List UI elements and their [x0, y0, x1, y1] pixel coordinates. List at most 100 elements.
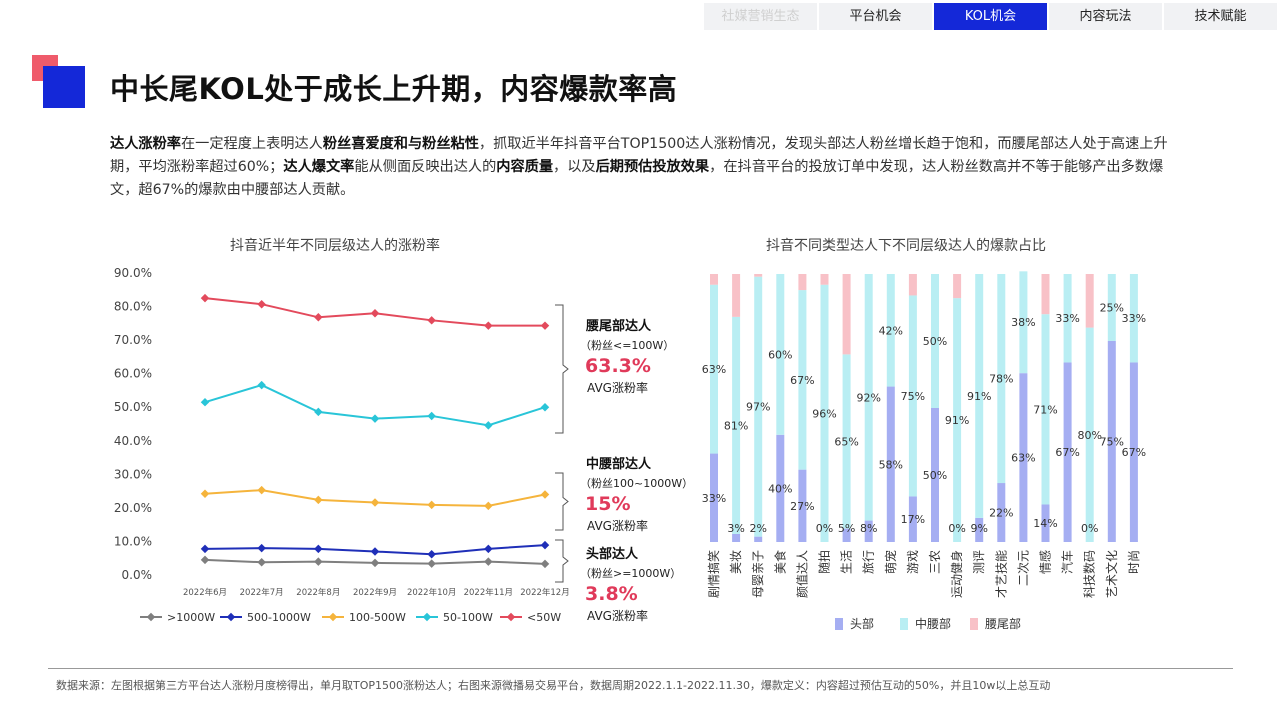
bar-segment-1: [710, 284, 718, 454]
intro-segment: 内容质量: [496, 159, 554, 175]
y-tick-label: 50.0%: [114, 400, 152, 414]
bar-segment-1: [953, 298, 962, 542]
bar-segment-1: [842, 354, 851, 529]
category-label: 才艺技能: [994, 550, 1008, 598]
intro-paragraph: 达人涨粉率在一定程度上表明达人粉丝喜爱度和与粉丝粘性，抓取近半年抖音平台TOP1…: [110, 133, 1185, 202]
data-label-mid: 33%: [1122, 312, 1146, 325]
data-point: [540, 490, 550, 499]
data-point: [427, 500, 436, 510]
tab-tech-empower[interactable]: 技术赋能: [1164, 3, 1277, 30]
bar-segment-2: [754, 274, 763, 277]
tab-kol-opportunity[interactable]: KOL机会: [934, 3, 1047, 30]
x-tick-label: 2022年6月: [183, 587, 227, 598]
data-label-head: 9%: [970, 522, 987, 535]
bar-segment-2: [798, 274, 807, 291]
bar-segment-1: [732, 316, 741, 534]
data-point: [314, 557, 323, 566]
category-label: 游戏: [906, 550, 920, 574]
data-point: [484, 557, 493, 566]
data-point: [540, 559, 550, 569]
y-tick-label: 30.0%: [114, 467, 152, 481]
category-label: 二次元: [1016, 550, 1030, 586]
data-point: [540, 321, 550, 330]
data-point: [540, 402, 550, 412]
legend-label: <50W: [527, 611, 561, 624]
data-label-mid: 33%: [1055, 312, 1079, 325]
data-point: [484, 321, 493, 330]
category-label: 测评: [972, 550, 986, 574]
bar-segment-0: [842, 528, 851, 542]
data-point: [370, 547, 380, 556]
category-label: 母婴亲子: [751, 550, 765, 598]
data-point: [200, 293, 210, 303]
tab-social-ecosystem[interactable]: 社媒营销生态: [704, 3, 817, 30]
tab-platform-opportunity[interactable]: 平台机会: [819, 3, 932, 30]
y-tick-label: 20.0%: [114, 501, 152, 515]
x-tick-label: 2022年12月: [520, 587, 569, 598]
legend-item: 腰尾部: [970, 616, 1021, 631]
data-label-head: 40%: [768, 482, 792, 495]
tab-content-play[interactable]: 内容玩法: [1049, 3, 1162, 30]
bar-segment-1: [798, 290, 807, 470]
bar-segment-1: [820, 284, 829, 542]
bar-segment-1: [931, 274, 939, 408]
data-label-mid: 91%: [945, 414, 969, 427]
data-label-head: 27%: [790, 500, 814, 513]
bracket: [555, 304, 569, 434]
data-point: [200, 397, 210, 407]
data-point: [370, 558, 380, 568]
bar-segment-1: [864, 274, 873, 521]
bar-segment-1: [908, 295, 917, 497]
data-point: [257, 380, 266, 390]
bar-chart-title: 抖音不同类型达人下不同层级达人的爆款占比: [766, 238, 1046, 254]
data-label-mid: 38%: [1011, 316, 1035, 329]
data-label-head: 17%: [901, 513, 925, 526]
data-label-head: 22%: [989, 507, 1013, 520]
y-tick-label: 0.0%: [122, 568, 153, 582]
data-label-mid: 65%: [834, 436, 858, 449]
intro-segment: ，以及: [553, 159, 596, 175]
y-tick-label: 70.0%: [114, 333, 152, 347]
data-point: [484, 501, 493, 511]
data-point: [257, 299, 266, 309]
data-point: [200, 555, 210, 565]
legend-label: 腰尾部: [985, 616, 1021, 631]
data-label-mid: 96%: [812, 407, 836, 420]
intro-segment: 在一定程度上表明达人: [180, 136, 323, 152]
category-label: 运动健身: [949, 550, 964, 598]
data-label-head: 0%: [948, 522, 965, 535]
deco-square-blue: [43, 66, 85, 108]
legend-swatch: [970, 618, 978, 630]
category-label: 随拍: [817, 550, 832, 574]
data-label-mid: 42%: [879, 324, 903, 337]
data-label-head: 0%: [1081, 522, 1098, 535]
data-point: [257, 558, 266, 567]
category-label: 萌宠: [883, 550, 898, 574]
data-label-head: 2%: [749, 522, 766, 535]
category-label: 科技数码: [1082, 550, 1097, 598]
y-tick-label: 90.0%: [114, 266, 152, 280]
data-label-mid: 91%: [967, 390, 991, 403]
data-point: [200, 544, 210, 554]
bar-segment-1: [1019, 271, 1028, 374]
data-label-mid: 25%: [1100, 302, 1124, 315]
bar-segment-1: [1041, 314, 1050, 505]
data-label-mid: 60%: [768, 348, 792, 361]
bar-segment-0: [1063, 362, 1072, 542]
legend-label: 头部: [850, 616, 874, 631]
data-point: [370, 414, 380, 423]
category-label: 时尚: [1127, 550, 1141, 574]
data-point: [370, 498, 380, 507]
intro-segment: 能从侧面反映出达人的: [354, 159, 497, 175]
bar-segment-1: [975, 274, 984, 518]
bar-segment-1: [1107, 274, 1116, 341]
annotation-avg: AVG涨粉率: [587, 380, 648, 395]
annotation-name: 头部达人: [586, 546, 639, 562]
bar-segment-0: [1129, 362, 1138, 542]
category-label: 情感: [1038, 550, 1053, 574]
legend-label: 50-100W: [443, 611, 493, 624]
data-source: 数据来源：左图根据第三方平台达人涨粉月度榜得出，单月取TOP1500涨粉达人；右…: [56, 679, 1051, 692]
bar-segment-0: [754, 536, 763, 542]
data-label-head: 33%: [702, 492, 726, 505]
data-label-head: 58%: [879, 458, 903, 471]
